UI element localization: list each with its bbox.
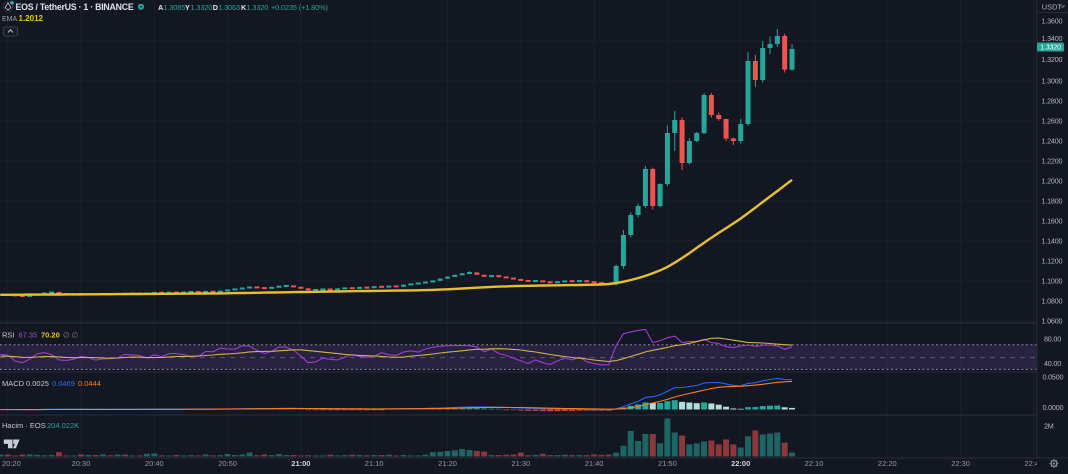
svg-text:MACD: MACD (2, 379, 25, 388)
svg-text:21:50: 21:50 (658, 459, 677, 468)
svg-text:22:10: 22:10 (805, 459, 824, 468)
svg-text:1.3000: 1.3000 (1042, 76, 1063, 85)
svg-text:21:10: 21:10 (365, 459, 384, 468)
svg-text:A: A (158, 3, 164, 12)
svg-text:21:30: 21:30 (511, 459, 530, 468)
svg-text:RSI: RSI (2, 331, 15, 340)
svg-text:1.3320: 1.3320 (191, 3, 213, 12)
svg-text:0.0025: 0.0025 (26, 379, 49, 388)
svg-text:20:20: 20:20 (2, 459, 21, 468)
svg-text:0.0469: 0.0469 (52, 379, 75, 388)
svg-text:1.0600: 1.0600 (1042, 316, 1063, 325)
svg-text:1.2200: 1.2200 (1042, 156, 1063, 165)
svg-text:1.1400: 1.1400 (1042, 236, 1063, 245)
svg-text:1.0800: 1.0800 (1042, 296, 1063, 305)
svg-text:1.2000: 1.2000 (1042, 176, 1063, 185)
svg-text:67.35: 67.35 (19, 331, 38, 340)
svg-text:2M: 2M (1044, 421, 1054, 430)
svg-text:22:20: 22:20 (878, 459, 897, 468)
svg-text:1.1200: 1.1200 (1042, 256, 1063, 265)
svg-text:EOS / TetherUS · 1 · BINANCE: EOS / TetherUS · 1 · BINANCE (16, 2, 134, 12)
svg-text:1.3200: 1.3200 (1042, 55, 1063, 64)
svg-text:20:50: 20:50 (218, 459, 237, 468)
svg-text:1.3063: 1.3063 (218, 3, 240, 12)
svg-text:22:30: 22:30 (951, 459, 970, 468)
svg-text:Y: Y (185, 3, 190, 12)
svg-text:1.1600: 1.1600 (1042, 216, 1063, 225)
svg-text:∅ ∅: ∅ ∅ (63, 331, 79, 340)
svg-text:1.2600: 1.2600 (1042, 116, 1063, 125)
svg-text:21:20: 21:20 (438, 459, 457, 468)
svg-text:21:00: 21:00 (291, 459, 310, 468)
svg-text:21:40: 21:40 (585, 459, 604, 468)
svg-text:1.3320: 1.3320 (1040, 43, 1061, 52)
svg-text:1.2400: 1.2400 (1042, 136, 1063, 145)
svg-text:1.3600: 1.3600 (1042, 16, 1063, 25)
svg-text:1.3085: 1.3085 (164, 3, 186, 12)
svg-text:80.00: 80.00 (1044, 335, 1061, 344)
svg-text:204.022K: 204.022K (47, 421, 79, 430)
svg-text:1.2800: 1.2800 (1042, 96, 1063, 105)
svg-text:USDT: USDT (1042, 2, 1063, 11)
svg-text:70.20: 70.20 (41, 331, 60, 340)
svg-text:1.2012: 1.2012 (19, 14, 44, 23)
svg-text:1.3320: 1.3320 (247, 3, 269, 12)
svg-text:1.1800: 1.1800 (1042, 196, 1063, 205)
svg-text:1.3400: 1.3400 (1042, 34, 1063, 43)
svg-text:EMA: EMA (2, 16, 18, 23)
svg-text:20:40: 20:40 (145, 459, 164, 468)
svg-text:D: D (213, 3, 218, 12)
svg-text:20:30: 20:30 (72, 459, 91, 468)
svg-text:22:40: 22:40 (1025, 459, 1044, 468)
svg-text:0.0000: 0.0000 (1043, 403, 1064, 412)
svg-text:+0.0235 (+1.80%): +0.0235 (+1.80%) (271, 3, 328, 12)
svg-text:Hacim · EOS: Hacim · EOS (2, 421, 46, 430)
svg-text:0.0500: 0.0500 (1043, 372, 1064, 381)
svg-text:40.00: 40.00 (1044, 359, 1061, 368)
svg-text:0.0444: 0.0444 (78, 379, 101, 388)
svg-text:22:00: 22:00 (731, 459, 750, 468)
svg-text:K: K (241, 3, 247, 12)
svg-text:1.1000: 1.1000 (1042, 276, 1063, 285)
